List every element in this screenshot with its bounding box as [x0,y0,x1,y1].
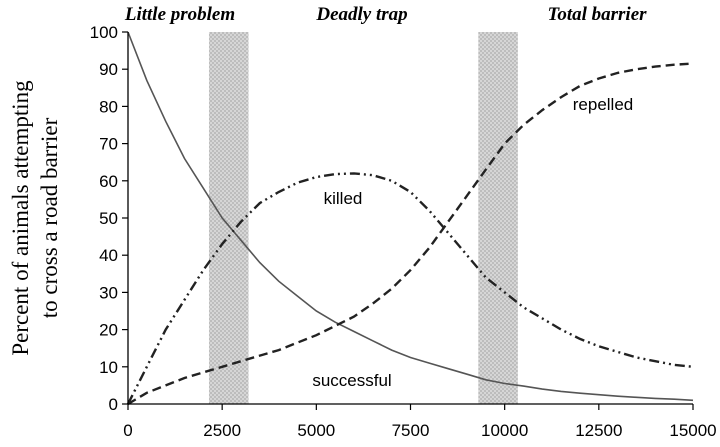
y-axis-label-line-1: Percent of animals attempting [8,80,33,356]
y-tick-label: 10 [99,358,118,377]
x-tick-label: 15000 [669,421,716,440]
series-line-successful [127,31,694,402]
series-line-killed [126,172,694,405]
series-label-repelled: repelled [573,95,634,114]
region-label-1: Little problem [124,4,235,25]
region-label-3: Total barrier [547,4,647,25]
shaded-bands [208,32,518,404]
y-tick-label: 0 [109,395,118,414]
chart-labels: Little problem Deadly trap Total barrier su… [8,4,647,390]
series-line-repelled [127,62,694,406]
y-tick-label: 70 [99,135,118,154]
y-tick-label: 20 [99,321,118,340]
shaded-band-1 [208,32,249,404]
x-tick-label: 12500 [575,421,622,440]
series-label-killed: killed [324,189,363,208]
x-tick-label: 0 [123,421,132,440]
series-lines [126,31,694,406]
x-tick-label: 10000 [481,421,528,440]
region-label-2: Deadly trap [315,4,407,25]
y-axis-label-line-2: to cross a road barrier [37,117,62,318]
y-tick-label: 50 [99,209,118,228]
y-tick-label: 100 [90,23,118,42]
y-tick-label: 60 [99,172,118,191]
shaded-band-2 [478,32,518,404]
series-label-successful: successful [312,371,391,390]
y-tick-label: 80 [99,97,118,116]
y-tick-label: 40 [99,246,118,265]
axes: 0 10 20 30 40 50 60 70 80 90 100 0 2500 5000 7500 10000… [90,23,717,440]
y-axis-label: Percent of animals attempting to cross a … [8,80,62,356]
y-tick-label: 90 [99,60,118,79]
y-tick-label: 30 [99,283,118,302]
x-tick-label: 7500 [392,421,430,440]
x-tick-label: 5000 [297,421,335,440]
x-tick-label: 2500 [203,421,241,440]
